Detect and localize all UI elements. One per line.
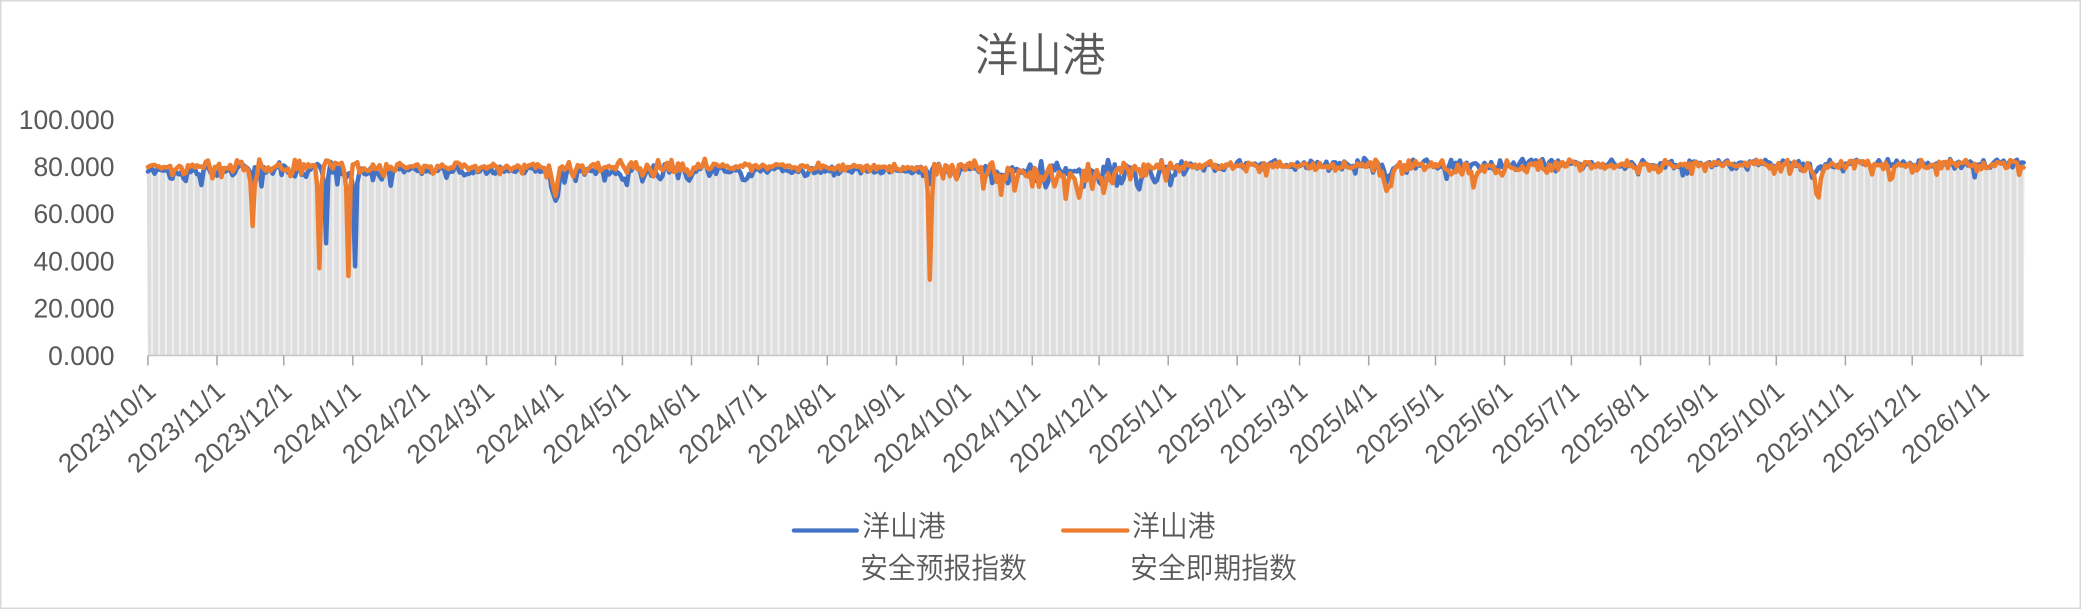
svg-text:60.000: 60.000 bbox=[33, 199, 114, 229]
svg-text:40.000: 40.000 bbox=[33, 246, 114, 276]
svg-text:20.000: 20.000 bbox=[33, 294, 114, 324]
svg-text:80.000: 80.000 bbox=[33, 152, 114, 182]
svg-text:100.000: 100.000 bbox=[19, 105, 115, 135]
svg-text:0.000: 0.000 bbox=[48, 341, 114, 371]
